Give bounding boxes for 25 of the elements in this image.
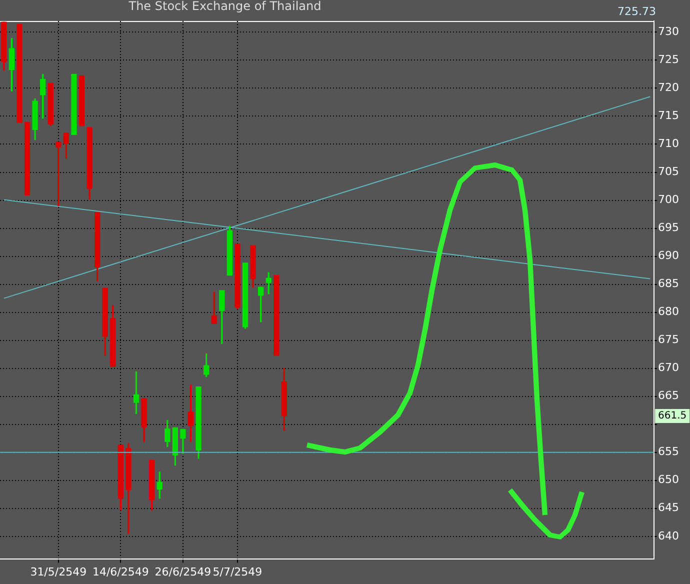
- y-tick-label: 670: [658, 361, 680, 374]
- y-tick-label: 645: [658, 501, 680, 514]
- y-tick-label: 675: [658, 333, 680, 346]
- y-tick-label: 725: [658, 53, 680, 66]
- y-tick-label: 685: [658, 277, 680, 290]
- y-tick-label: 730: [658, 25, 680, 38]
- y-tick-label: 650: [658, 473, 680, 486]
- x-tick-label: 26/6/2549: [154, 565, 212, 578]
- y-tick-label: 665: [658, 389, 680, 402]
- y-tick-label: 700: [658, 193, 680, 206]
- y-tick-label: 690: [658, 249, 680, 262]
- text: 725.73: [618, 4, 656, 18]
- x-tick-label: 31/5/2549: [30, 565, 87, 578]
- y-tick-label: 715: [658, 109, 680, 122]
- x-tick-label: 14/6/2549: [92, 565, 149, 578]
- x-tick-label: 5/7/2549: [212, 565, 262, 578]
- y-tick-label: 655: [658, 445, 680, 458]
- y-tick-label: 705: [658, 165, 680, 178]
- annotation: 661.5: [658, 410, 687, 422]
- chart-title: The Stock Exchange of Thailand: [128, 0, 322, 14]
- y-tick-label: 640: [658, 529, 680, 542]
- y-tick-label: 720: [658, 81, 680, 94]
- y-tick-label: 710: [658, 137, 680, 150]
- y-tick-label: 695: [658, 221, 680, 234]
- y-tick-label: 680: [658, 305, 680, 318]
